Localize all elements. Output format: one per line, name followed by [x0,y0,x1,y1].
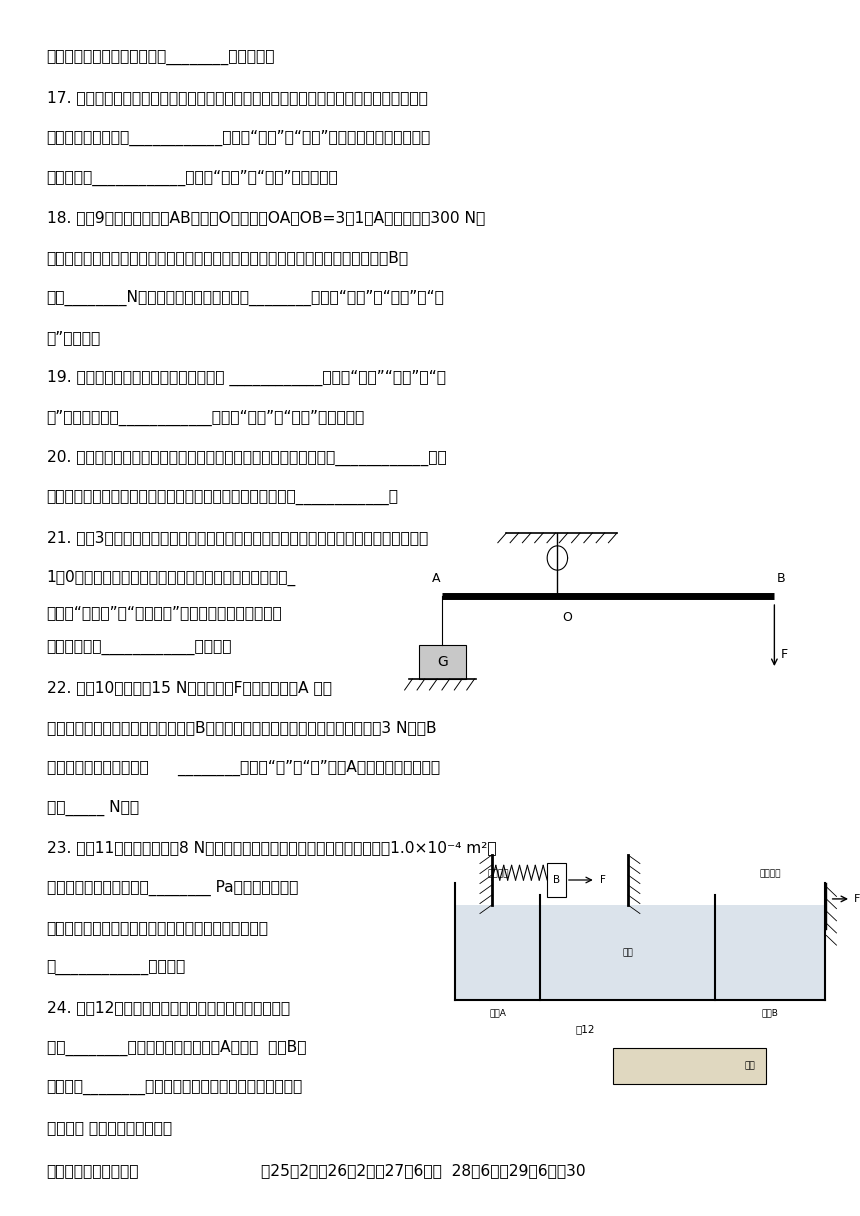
Bar [455,905,826,1000]
Text: O: O [562,610,573,624]
Bar [547,863,566,897]
Text: 19. 当用镊子夹取物体时，镊子就相当于 ____________（选填“杠杆”“滑轮”或“斜: 19. 当用镊子夹取物体时，镊子就相当于 ____________（选填“杠杆”… [46,370,445,387]
Text: A: A [432,572,440,585]
Text: 1：0绝杀韩国队。球员争顶后顶出的球在上升过程中受到_: 1：0绝杀韩国队。球员争顶后顶出的球在上升过程中受到_ [46,570,296,586]
Text: 20. 运动员投掷铁饼，铁饼离开手后能继续向前飞行是因为铁饼具有____________，最: 20. 运动员投掷铁饼，铁饼离开手后能继续向前飞行是因为铁饼具有________… [46,450,446,466]
Text: 下游闸门: 下游闸门 [487,869,508,878]
Text: 平地面匀速向右运动的过程中，物体B相对于地面静止，此时弹簧测力计的示数为3 N，则B: 平地面匀速向右运动的过程中，物体B相对于地面静止，此时弹簧测力计的示数为3 N，… [46,720,436,734]
Text: 三、作图、实验与探究: 三、作图、实验与探究 [46,1162,139,1178]
Text: B: B [553,876,560,885]
Text: 利用________原理来工作的。当阀门A打开，  阀门B关: 利用________原理来工作的。当阀门A打开， 阀门B关 [46,1040,306,1057]
Text: F: F [854,894,860,903]
Text: 所受滑动摩擦力方向水平      ________（选填“左”或“右”），A受到地面的摩擦力大: 所受滑动摩擦力方向水平 ________（选填“左”或“右”），A受到地面的摩擦… [46,760,439,776]
Bar [612,1048,766,1085]
Text: 木板: 木板 [745,1062,756,1071]
Text: 面”），它是一个____________（选填“省力”或“费力”）的机械。: 面”），它是一个____________（选填“省力”或“费力”）的机械。 [46,410,365,426]
Text: 运动员最终落回地面，是受到________力的作用。: 运动员最终落回地面，是受到________力的作用。 [46,50,275,66]
Text: 终落到地面时，会将地面砸出一个坑，这说明力能改变物体的____________。: 终落到地面时，会将地面砸出一个坑，这说明力能改变物体的____________。 [46,490,398,505]
Text: 阀门A: 阀门A [489,1008,507,1018]
Text: 18. 如图9所示，轻质木杆AB可以绕O点转动，OA：OB=3：1，A端细线下挂300 N的: 18. 如图9所示，轻质木杆AB可以绕O点转动，OA：OB=3：1，A端细线下挂… [46,210,485,225]
Text: 臂”）杠杆。: 臂”）杠杆。 [46,330,101,345]
Text: 下游闸门 打开，船驶入闸室。: 下游闸门 打开，船驶入闸室。 [46,1120,172,1135]
Text: 很尖锐，是为了在压力一定时，通过减小受力面积来达: 很尖锐，是为了在压力一定时，通过减小受力面积来达 [46,921,268,935]
Text: 要用________N的力竖直向下拉。此木杆为________（选填“省力”或“费力”或“等: 要用________N的力竖直向下拉。此木杆为________（选填“省力”或“… [46,289,445,306]
Text: F: F [600,876,605,885]
Text: 闸室: 闸室 [622,948,633,957]
Text: 地面是因为受____________的作用。: 地面是因为受____________的作用。 [46,640,232,655]
Text: 应穿鞋底较____________（选填“粗糙”或“光滑”）的鞋子。: 应穿鞋底较____________（选填“粗糙”或“光滑”）的鞋子。 [46,170,338,186]
Text: 参赛队员应选择体重____________（选填“较重”或“较轻”）的同学，同时全体队员: 参赛队员应选择体重____________（选填“较重”或“较轻”）的同学，同时… [46,130,431,146]
Text: 23. 如图11所示，手指施加8 N的力把图钉压入木板，若图钉帽的受力面积是1.0×10⁻⁴ m²，: 23. 如图11所示，手指施加8 N的力把图钉压入木板，若图钉帽的受力面积是1.… [46,840,496,855]
Text: 17. 班级拔河比赛获胜有不少诀窍，其中之一就是要设法增大队员与地面的摩擦，所以选择: 17. 班级拔河比赛获胜有不少诀窍，其中之一就是要设法增大队员与地面的摩擦，所以… [46,90,427,105]
Bar [419,644,466,679]
Text: 重物静止在水平地面上，若使木杆保持水平位置，且重物对水平地面的压力为零，在B点: 重物静止在水平地面上，若使木杆保持水平位置，且重物对水平地面的压力为零，在B点 [46,250,408,265]
Text: B: B [777,572,785,585]
Text: 上游闸门: 上游闸门 [759,869,781,878]
Text: 24. 如图12所示，是三峡船闸工作过程的示意图。它是: 24. 如图12所示，是三峡船闸工作过程的示意图。它是 [46,1000,290,1015]
Text: 则手指对图钉帽的压强为________ Pa。图钉尖制作得: 则手指对图钉帽的压强为________ Pa。图钉尖制作得 [46,880,298,896]
Text: 小为_____ N。。: 小为_____ N。。 [46,800,138,816]
Text: G: G [437,655,448,669]
Text: （选填“平衡力”或“非平衡力”）作用，足球最后会落回: （选填“平衡力”或“非平衡力”）作用，足球最后会落回 [46,606,282,620]
Text: （25题2分，26题2分，27题6分，  28题6分，29题6分，30: （25题2分，26题2分，27题6分， 28题6分，29题6分，30 [261,1162,586,1178]
Text: 22. 如图10所示，在15 N的水平拉力F作用下，木板A 在水: 22. 如图10所示，在15 N的水平拉力F作用下，木板A 在水 [46,680,331,696]
Text: F: F [781,648,789,660]
Text: 阀门B: 阀门B [762,1008,778,1018]
Text: 21. 今年3月中国男足在长沙举行的世界杯亚洲区预选赛中，于大宝头球攻陷韩国队大门，: 21. 今年3月中国男足在长沙举行的世界杯亚洲区预选赛中，于大宝头球攻陷韩国队大… [46,530,427,545]
Text: 闭，水从________流向下游，当它的水面与下游相平时，: 闭，水从________流向下游，当它的水面与下游相平时， [46,1080,303,1096]
Text: 图12: 图12 [575,1024,595,1035]
Text: 到____________的目的。: 到____________的目的。 [46,959,186,975]
